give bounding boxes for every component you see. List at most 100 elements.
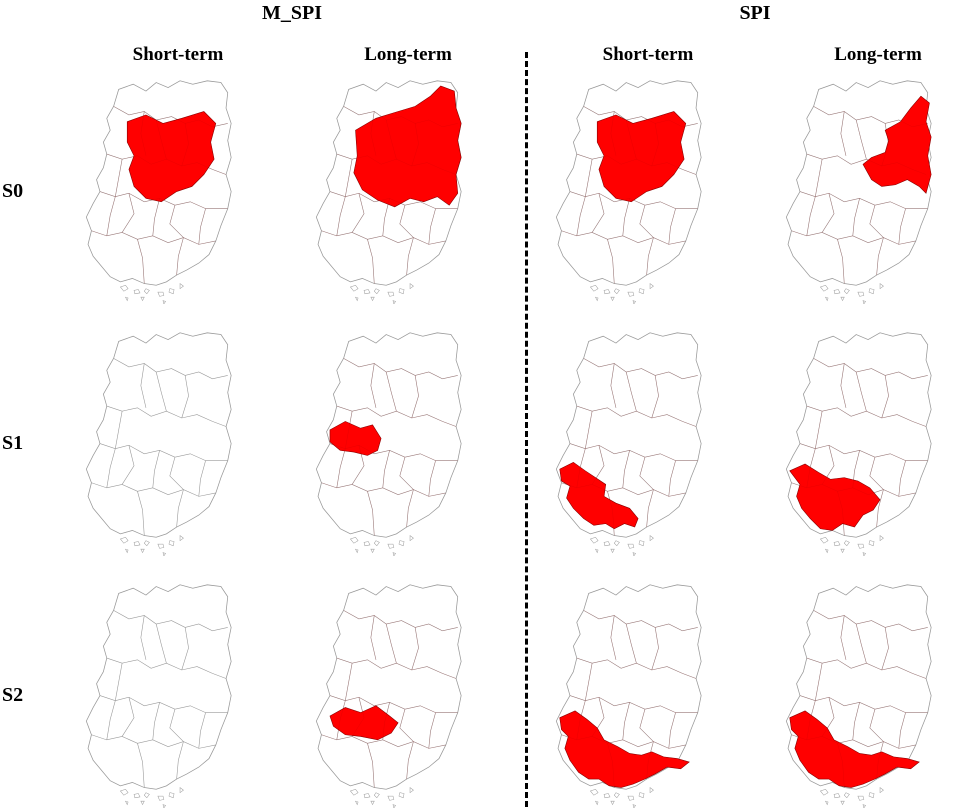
district-boundary-overlay [856,623,867,664]
column-title-m-spi-long: Long-term [364,44,452,65]
island [409,283,414,290]
district-boundary-overlay [799,191,928,209]
district-boundary-overlay [386,119,397,160]
district-boundary-overlay [668,208,676,245]
island [589,284,599,292]
island [392,552,396,556]
map-s2-spi-short-term [518,578,748,808]
district-boundary-overlay [406,741,414,780]
island [398,288,405,295]
district-boundary-overlay [651,123,659,167]
district-boundary [625,623,637,664]
island [857,795,865,801]
district-boundary [583,358,698,380]
island [610,548,615,554]
district-boundary [91,734,216,749]
district-boundary [876,237,884,276]
district-boundary [370,363,377,408]
island [398,792,405,799]
district-boundary-overlay [576,196,586,236]
district-boundary-overlay [837,743,845,788]
district-boundary [176,237,184,276]
district-boundary [113,358,228,380]
island [627,543,635,549]
island [373,792,380,799]
island [140,800,145,806]
island [157,291,165,297]
district-boundary [852,198,860,236]
map-svg [85,80,232,304]
district-boundary [898,460,906,497]
island [843,792,850,799]
district-boundary-overlay [121,193,135,233]
district-boundary-overlay [791,230,916,245]
district-boundary-overlay [856,371,867,412]
district-boundary [881,627,889,671]
district-boundary [137,239,145,284]
district-boundary-overlay [806,405,927,427]
group-title-spi: SPI [739,2,771,24]
district-boundary [869,457,884,490]
district-boundary-overlay [610,615,617,660]
island [370,800,375,806]
island [125,548,129,554]
district-boundary [99,443,228,461]
district-boundary [176,741,184,780]
island [868,792,875,799]
district-boundary [343,358,458,380]
map-svg [315,80,462,304]
district-boundary-overlay [876,489,884,528]
district-boundary [585,159,593,197]
district-boundary-overlay [639,205,654,238]
district-boundary-overlay [806,657,927,679]
island [349,284,359,292]
district-boundary-overlay [646,237,654,276]
island [387,543,395,549]
highlighted-region [789,463,881,531]
map-svg [315,584,462,808]
district-boundary [898,712,906,749]
district-boundary [852,702,860,740]
district-boundary [639,457,654,490]
island [825,800,829,806]
district-boundary [137,743,145,788]
district-boundary [569,695,698,713]
island [162,300,166,304]
island [843,288,850,295]
group-divider [525,52,528,807]
district-boundary [869,709,884,742]
district-boundary-overlay [815,411,823,449]
district-boundary-overlay [321,230,446,245]
district-boundary [121,445,135,485]
district-boundary-overlay [406,237,414,276]
district-boundary-overlay [152,198,160,236]
district-boundary-overlay [329,695,458,713]
district-boundary-overlay [668,460,676,497]
district-boundary [585,411,593,449]
district-boundary [113,610,228,632]
region-outline [85,332,232,538]
island [168,288,175,295]
district-boundary [799,443,928,461]
district-boundary [840,615,847,660]
island [363,289,371,295]
island [603,289,611,295]
island [868,288,875,295]
highlighted-region [789,710,920,788]
district-boundary [610,615,617,660]
district-boundary-overlay [840,363,847,408]
district-boundary [815,411,823,449]
district-boundary [367,743,375,788]
district-boundary-overlay [626,371,637,412]
island [355,800,359,806]
district-boundary [651,627,659,671]
district-boundary-overlay [329,191,458,209]
island [373,288,380,295]
district-boundary-overlay [367,743,375,788]
district-boundary [610,363,617,408]
district-boundary-overlay [576,448,586,488]
district-boundary-overlay [815,663,823,701]
island [119,536,129,544]
row-label-s2: S2 [2,684,24,706]
district-boundary-overlay [336,657,457,679]
